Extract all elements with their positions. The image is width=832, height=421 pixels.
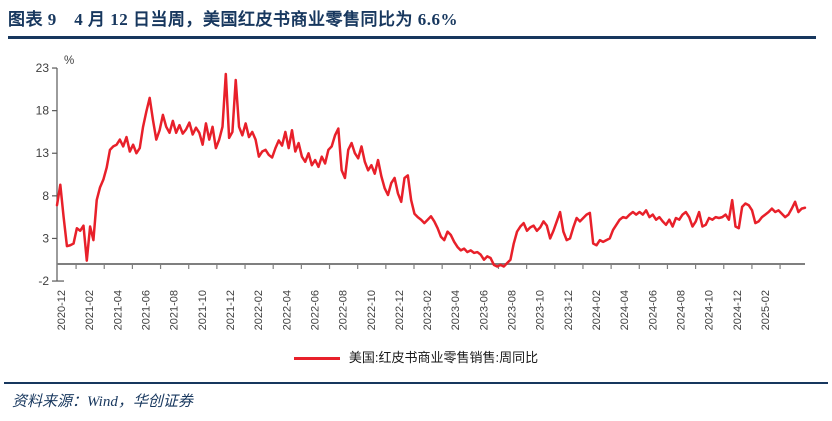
y-tick-label: 8 bbox=[42, 189, 49, 203]
x-tick-label: 2025-02 bbox=[760, 290, 772, 330]
x-tick-label: 2021-02 bbox=[84, 290, 96, 330]
x-tick-label: 2022-06 bbox=[309, 290, 321, 330]
y-tick-label: 23 bbox=[36, 61, 50, 75]
chart-legend: 美国:红皮书商业零售销售:周同比 bbox=[0, 348, 832, 368]
x-tick-label: 2023-06 bbox=[478, 290, 490, 330]
x-tick-label: 2023-08 bbox=[507, 290, 519, 330]
x-tick-label: 2024-02 bbox=[591, 290, 603, 330]
legend-line-swatch bbox=[293, 356, 340, 360]
x-tick-label: 2022-10 bbox=[366, 290, 378, 330]
x-tick-label: 2023-02 bbox=[422, 290, 434, 330]
chart-canvas: 23 18 13 8 3 -2% 2020-12 2021-02 2021-04 2021-06 2… bbox=[36, 55, 807, 330]
x-tick-label: 2024-04 bbox=[619, 290, 631, 330]
y-tick-label: -2 bbox=[38, 274, 49, 288]
title-divider bbox=[8, 36, 816, 39]
y-tick-label: 13 bbox=[36, 146, 50, 160]
x-tick-label: 2021-04 bbox=[112, 290, 124, 330]
x-tick-label: 2023-12 bbox=[563, 290, 575, 330]
legend-label: 美国:红皮书商业零售销售:周同比 bbox=[348, 350, 539, 365]
x-tick-label: 2022-02 bbox=[253, 290, 265, 330]
x-tick-label: 2021-12 bbox=[225, 290, 237, 330]
x-tick-label: 2024-06 bbox=[647, 290, 659, 330]
x-tick-label: 2022-08 bbox=[338, 290, 350, 330]
x-tick-label: 2021-08 bbox=[169, 290, 181, 330]
x-tick-label: 2022-12 bbox=[394, 290, 406, 330]
x-tick-label: 2024-10 bbox=[704, 290, 716, 330]
x-tick-label: 2024-12 bbox=[732, 290, 744, 330]
source-note: 资料来源：Wind，华创证券 bbox=[12, 394, 193, 410]
x-tick-label: 2020-12 bbox=[56, 290, 68, 330]
series-line-redbook-yoy bbox=[55, 72, 807, 268]
x-tick-label: 2024-08 bbox=[676, 290, 688, 330]
y-axis-unit-label: % bbox=[64, 55, 74, 67]
figure-title: 图表 9 4 月 12 日当周，美国红皮书商业零售同比为 6.6% bbox=[8, 10, 458, 29]
footer-divider bbox=[4, 382, 828, 384]
x-tick-label: 2021-10 bbox=[197, 290, 209, 330]
y-tick-label: 18 bbox=[36, 104, 50, 118]
x-tick-label: 2023-04 bbox=[450, 290, 462, 330]
x-tick-label: 2023-10 bbox=[535, 290, 547, 330]
x-tick-label: 2021-06 bbox=[140, 290, 152, 330]
x-tick-label: 2022-04 bbox=[281, 290, 293, 330]
y-tick-label: 3 bbox=[42, 231, 49, 245]
line-chart: 23 18 13 8 3 -2% 2020-12 2021-02 2021-04 2021-06 2… bbox=[0, 50, 832, 350]
